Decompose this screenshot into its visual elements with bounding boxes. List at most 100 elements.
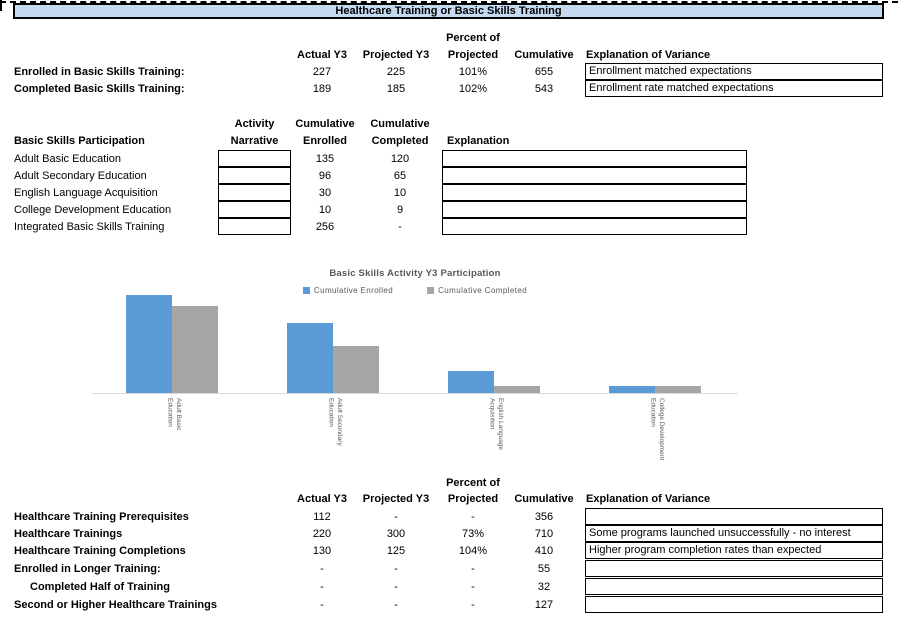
explanation-of-variance-cell[interactable]: Higher program completion rates than exp… bbox=[585, 542, 883, 559]
column-header-projected-y3: Projected Y3 bbox=[362, 49, 430, 61]
cumulative-value: 55 bbox=[537, 563, 551, 575]
explanation-of-variance-cell[interactable]: Some programs launched unsuccessfully - … bbox=[585, 525, 883, 542]
percent-of-projected-value: 73% bbox=[461, 528, 485, 540]
title-banner: Healthcare Training or Basic Skills Trai… bbox=[13, 3, 884, 19]
percent-of-projected-value: - bbox=[471, 511, 475, 523]
bar-cumulative-completed-2 bbox=[494, 386, 540, 393]
cumulative-enrolled-value: 96 bbox=[318, 170, 332, 182]
explanation-of-variance-cell[interactable] bbox=[585, 508, 883, 525]
explanation-of-variance-cell[interactable]: Enrollment rate matched expectations bbox=[585, 80, 883, 97]
cumulative-value: 410 bbox=[534, 545, 554, 557]
cumulative-completed-value: 9 bbox=[396, 204, 404, 216]
actual-y3-value: 189 bbox=[312, 83, 332, 95]
column-header-cumulative: Cumulative bbox=[514, 49, 574, 61]
column-header-explanation: Explanation bbox=[447, 135, 510, 147]
chart-legend: Cumulative Enrolled Cumulative Completed bbox=[92, 286, 738, 295]
actual-y3-value: 112 bbox=[313, 511, 331, 523]
legend-item-enrolled: Cumulative Enrolled bbox=[302, 286, 394, 295]
explanation-of-variance-cell[interactable] bbox=[585, 560, 883, 577]
explanation-cell[interactable] bbox=[442, 184, 747, 201]
projected-y3-value: 185 bbox=[386, 83, 406, 95]
column-header-activity-line1: Activity bbox=[234, 118, 275, 130]
cumulative-value: 127 bbox=[534, 599, 554, 611]
column-header-cumulative-bottom: Cumulative bbox=[514, 493, 574, 505]
page-break-dashed-line bbox=[0, 1, 898, 3]
row-label: English Language Acquisition bbox=[14, 187, 158, 199]
banner-title: Healthcare Training or Basic Skills Trai… bbox=[335, 5, 562, 17]
column-header-percent-of-line1-bottom: Percent of bbox=[446, 477, 500, 489]
explanation-of-variance-cell[interactable]: Enrollment matched expectations bbox=[585, 63, 883, 80]
section-label-basic-skills-participation: Basic Skills Participation bbox=[14, 135, 145, 147]
category-label-2: English Language Acquisition bbox=[488, 398, 505, 451]
percent-of-projected-value: - bbox=[471, 581, 475, 593]
row-label: Adult Basic Education bbox=[14, 153, 122, 165]
legend-label-enrolled: Cumulative Enrolled bbox=[313, 286, 394, 295]
row-label: Healthcare Trainings bbox=[14, 528, 123, 540]
column-header-percent-of-line2-bottom: Projected bbox=[447, 493, 499, 505]
cumulative-completed-value: - bbox=[398, 221, 402, 233]
category-label-3: College Development Education bbox=[649, 398, 666, 461]
row-label: Healthcare Training Completions bbox=[14, 545, 186, 557]
column-header-cum-enrolled-line1: Cumulative bbox=[295, 118, 355, 130]
explanation-cell[interactable] bbox=[442, 218, 747, 235]
activity-narrative-cell[interactable] bbox=[218, 218, 291, 235]
row-label: Completed Basic Skills Training: bbox=[14, 83, 185, 95]
activity-narrative-cell[interactable] bbox=[218, 201, 291, 218]
cumulative-completed-value: 10 bbox=[393, 187, 407, 199]
explanation-cell[interactable] bbox=[442, 201, 747, 218]
cumulative-value: 543 bbox=[534, 83, 554, 95]
row-label: Completed Half of Training bbox=[30, 581, 170, 593]
actual-y3-value: 227 bbox=[312, 66, 332, 78]
row-label: Enrolled in Basic Skills Training: bbox=[14, 66, 185, 78]
row-label: Adult Secondary Education bbox=[14, 170, 147, 182]
explanation-cell[interactable] bbox=[442, 150, 747, 167]
actual-y3-value: - bbox=[320, 599, 324, 611]
projected-y3-value: 125 bbox=[386, 545, 406, 557]
activity-narrative-cell[interactable] bbox=[218, 184, 291, 201]
percent-of-projected-value: 104% bbox=[458, 545, 488, 557]
x-axis-line bbox=[92, 393, 738, 394]
cumulative-value: 32 bbox=[537, 581, 551, 593]
legend-swatch-completed bbox=[427, 287, 435, 294]
bar-cumulative-enrolled-3 bbox=[609, 386, 655, 393]
activity-narrative-cell[interactable] bbox=[218, 150, 291, 167]
row-label: Integrated Basic Skills Training bbox=[14, 221, 165, 233]
percent-of-projected-value: 101% bbox=[458, 66, 488, 78]
column-header-activity-line2: Narrative bbox=[230, 135, 279, 147]
bar-cumulative-completed-1 bbox=[333, 346, 379, 393]
projected-y3-value: - bbox=[394, 581, 398, 593]
cumulative-enrolled-value: 135 bbox=[315, 153, 335, 165]
legend-swatch-enrolled bbox=[302, 287, 310, 294]
row-label: College Development Education bbox=[14, 204, 172, 216]
explanation-cell[interactable] bbox=[442, 167, 747, 184]
column-header-projected-y3-bottom: Projected Y3 bbox=[362, 493, 430, 505]
projected-y3-value: - bbox=[394, 511, 398, 523]
activity-narrative-cell[interactable] bbox=[218, 167, 291, 184]
percent-of-projected-value: - bbox=[471, 599, 475, 611]
actual-y3-value: 220 bbox=[312, 528, 332, 540]
cumulative-enrolled-value: 10 bbox=[318, 204, 332, 216]
projected-y3-value: - bbox=[394, 563, 398, 575]
actual-y3-value: - bbox=[320, 563, 324, 575]
column-header-cum-completed-line2: Completed bbox=[371, 135, 429, 147]
explanation-of-variance-cell[interactable] bbox=[585, 578, 883, 595]
bar-cumulative-enrolled-1 bbox=[287, 323, 333, 393]
column-header-percent-of-line2: Projected bbox=[447, 49, 499, 61]
column-header-cum-enrolled-line2: Enrolled bbox=[302, 135, 347, 147]
bar-cumulative-completed-0 bbox=[172, 306, 218, 393]
cumulative-enrolled-value: 30 bbox=[318, 187, 332, 199]
chart-title: Basic Skills Activity Y3 Participation bbox=[329, 268, 501, 279]
column-header-cum-completed-line1: Cumulative bbox=[370, 118, 430, 130]
column-header-explanation-of-variance: Explanation of Variance bbox=[586, 49, 711, 61]
category-label-1: Adult Secondary Education bbox=[327, 398, 344, 446]
bar-cumulative-enrolled-2 bbox=[448, 371, 494, 393]
column-header-percent-of-line1: Percent of bbox=[446, 32, 500, 44]
row-label: Healthcare Training Prerequisites bbox=[14, 511, 189, 523]
projected-y3-value: 300 bbox=[386, 528, 406, 540]
legend-item-completed: Cumulative Completed bbox=[427, 286, 527, 295]
column-header-actual-y3-bottom: Actual Y3 bbox=[297, 493, 347, 505]
cumulative-completed-value: 65 bbox=[393, 170, 407, 182]
cumulative-value: 710 bbox=[534, 528, 554, 540]
explanation-of-variance-cell[interactable] bbox=[585, 596, 883, 613]
